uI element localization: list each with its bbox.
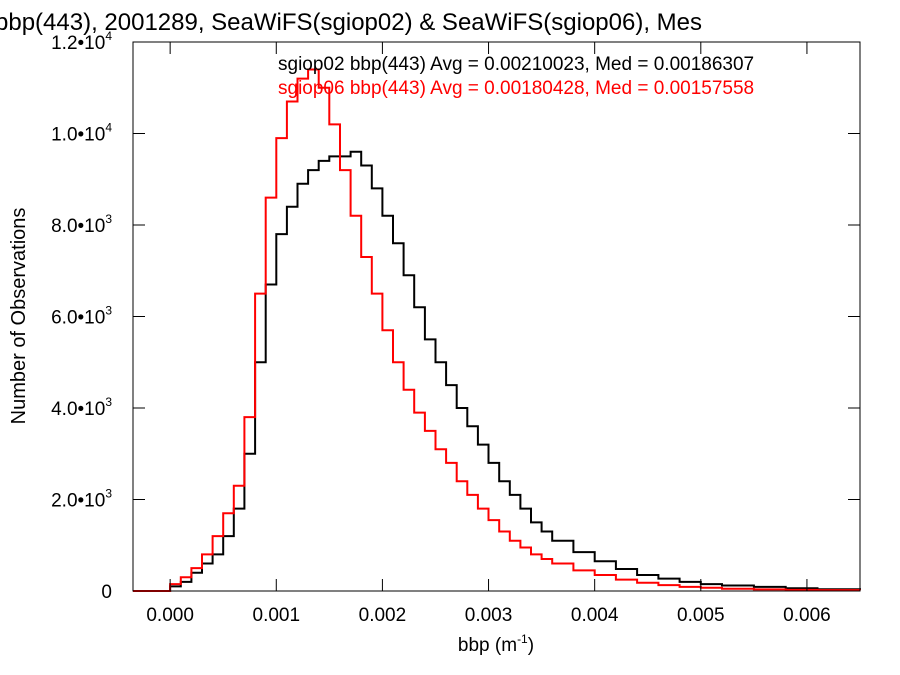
y-tick-label-exponent: 4: [105, 29, 112, 43]
annotation-sgiop02: sgiop02 bbp(443) Avg = 0.00210023, Med =…: [278, 54, 754, 75]
y-tick-label-exponent: 3: [105, 487, 112, 501]
axis-ticks: 0.000 0.001 0.002 0.003 0.004 0.005 0.006 0 2.0•…: [51, 29, 860, 626]
y-tick-label: 1.0•104: [51, 121, 112, 146]
x-tick-label: 0.000: [146, 605, 194, 626]
y-tick-label: 6.0•103: [51, 304, 112, 329]
y-tick-label: 2.0•103: [51, 487, 112, 512]
x-axis-label: bbp (m-1): [458, 632, 534, 656]
series-layer: [133, 68, 861, 592]
y-tick-label-exponent: 3: [105, 395, 112, 409]
y-tick-label-exponent: 3: [105, 212, 112, 226]
series-1-line: [133, 68, 861, 592]
y-tick-label-exponent: 4: [105, 121, 112, 135]
y-tick-label-base: 1.2•10: [51, 33, 105, 54]
y-tick-label-base: 6.0•10: [51, 308, 105, 329]
y-tick-label: 0: [101, 582, 112, 603]
y-tick-label-base: 2.0•10: [51, 491, 105, 512]
y-tick-label: 8.0•103: [51, 212, 112, 237]
x-tick-label: 0.001: [253, 605, 301, 626]
y-tick-label-base: 4.0•10: [51, 399, 105, 420]
y-tick-label-base: 8.0•10: [51, 216, 105, 237]
y-tick-label-base: 0: [101, 582, 112, 603]
y-tick-label: 4.0•103: [51, 395, 112, 420]
y-tick-label-exponent: 3: [105, 304, 112, 318]
x-tick-label: 0.003: [465, 605, 513, 626]
y-tick-label-base: 1.0•10: [51, 125, 105, 146]
x-tick-label: 0.005: [677, 605, 725, 626]
chart-title: bbp(443), 2001289, SeaWiFS(sgiop02) & Se…: [0, 9, 702, 36]
x-tick-label: 0.004: [571, 605, 619, 626]
series-0-line: [133, 150, 861, 592]
annotation-sgiop06: sgiop06 bbp(443) Avg = 0.00180428, Med =…: [278, 78, 754, 99]
x-tick-label: 0.006: [783, 605, 831, 626]
y-tick-label: 1.2•104: [51, 29, 112, 54]
x-tick-label: 0.002: [359, 605, 407, 626]
y-axis-label: Number of Observations: [8, 208, 30, 425]
